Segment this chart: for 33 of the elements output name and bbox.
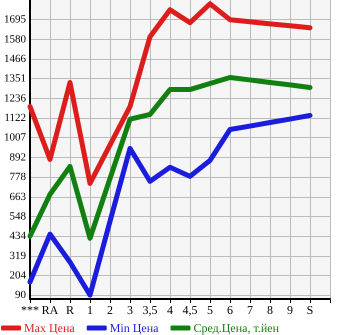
y-tick-label: 663 bbox=[10, 190, 26, 203]
y-tick-label: 778 bbox=[10, 171, 26, 184]
y-tick-label: 1351 bbox=[4, 72, 26, 85]
x-tick-label: 9 bbox=[287, 303, 293, 317]
y-tick-label: 204 bbox=[10, 270, 26, 282]
x-tick-label: 7 bbox=[247, 303, 253, 317]
x-tick-label: 2 bbox=[107, 303, 113, 317]
x-tick-label: 8 bbox=[267, 303, 273, 317]
y-tick-label: 319 bbox=[10, 250, 26, 262]
y-tick-label: 434 bbox=[10, 230, 26, 242]
x-tick-label: 3 bbox=[127, 303, 133, 317]
legend-label: Сред.Цена, т.йен bbox=[193, 321, 280, 335]
x-tick-label: 1 bbox=[87, 303, 93, 317]
y-tick-label: 1236 bbox=[4, 92, 26, 104]
y-tick-label: 1122 bbox=[4, 112, 26, 124]
y-tick-label: 1466 bbox=[4, 53, 26, 66]
y-tick-label: 1007 bbox=[4, 132, 26, 144]
x-tick-label: RA bbox=[42, 303, 59, 317]
x-tick-label: R bbox=[66, 303, 74, 317]
x-tick-label: *** bbox=[21, 303, 39, 317]
x-tick-label: 3,5 bbox=[142, 303, 158, 317]
x-tick-label: 4 bbox=[167, 303, 173, 317]
x-tick-label: 6 bbox=[227, 303, 233, 317]
y-tick-label: 548 bbox=[10, 210, 26, 222]
x-tick-label: 4,5 bbox=[182, 303, 198, 317]
y-tick-label: 1580 bbox=[4, 33, 26, 46]
x-tick-label: S bbox=[306, 303, 314, 317]
y-tick-label: 892 bbox=[10, 151, 26, 164]
legend-label: Min Цена bbox=[110, 321, 160, 335]
y-tick-label: 90 bbox=[15, 289, 26, 302]
y-tick-label: 1695 bbox=[4, 14, 26, 26]
legend-label: Max Цена bbox=[24, 321, 76, 335]
x-tick-label: 5 bbox=[207, 303, 213, 317]
